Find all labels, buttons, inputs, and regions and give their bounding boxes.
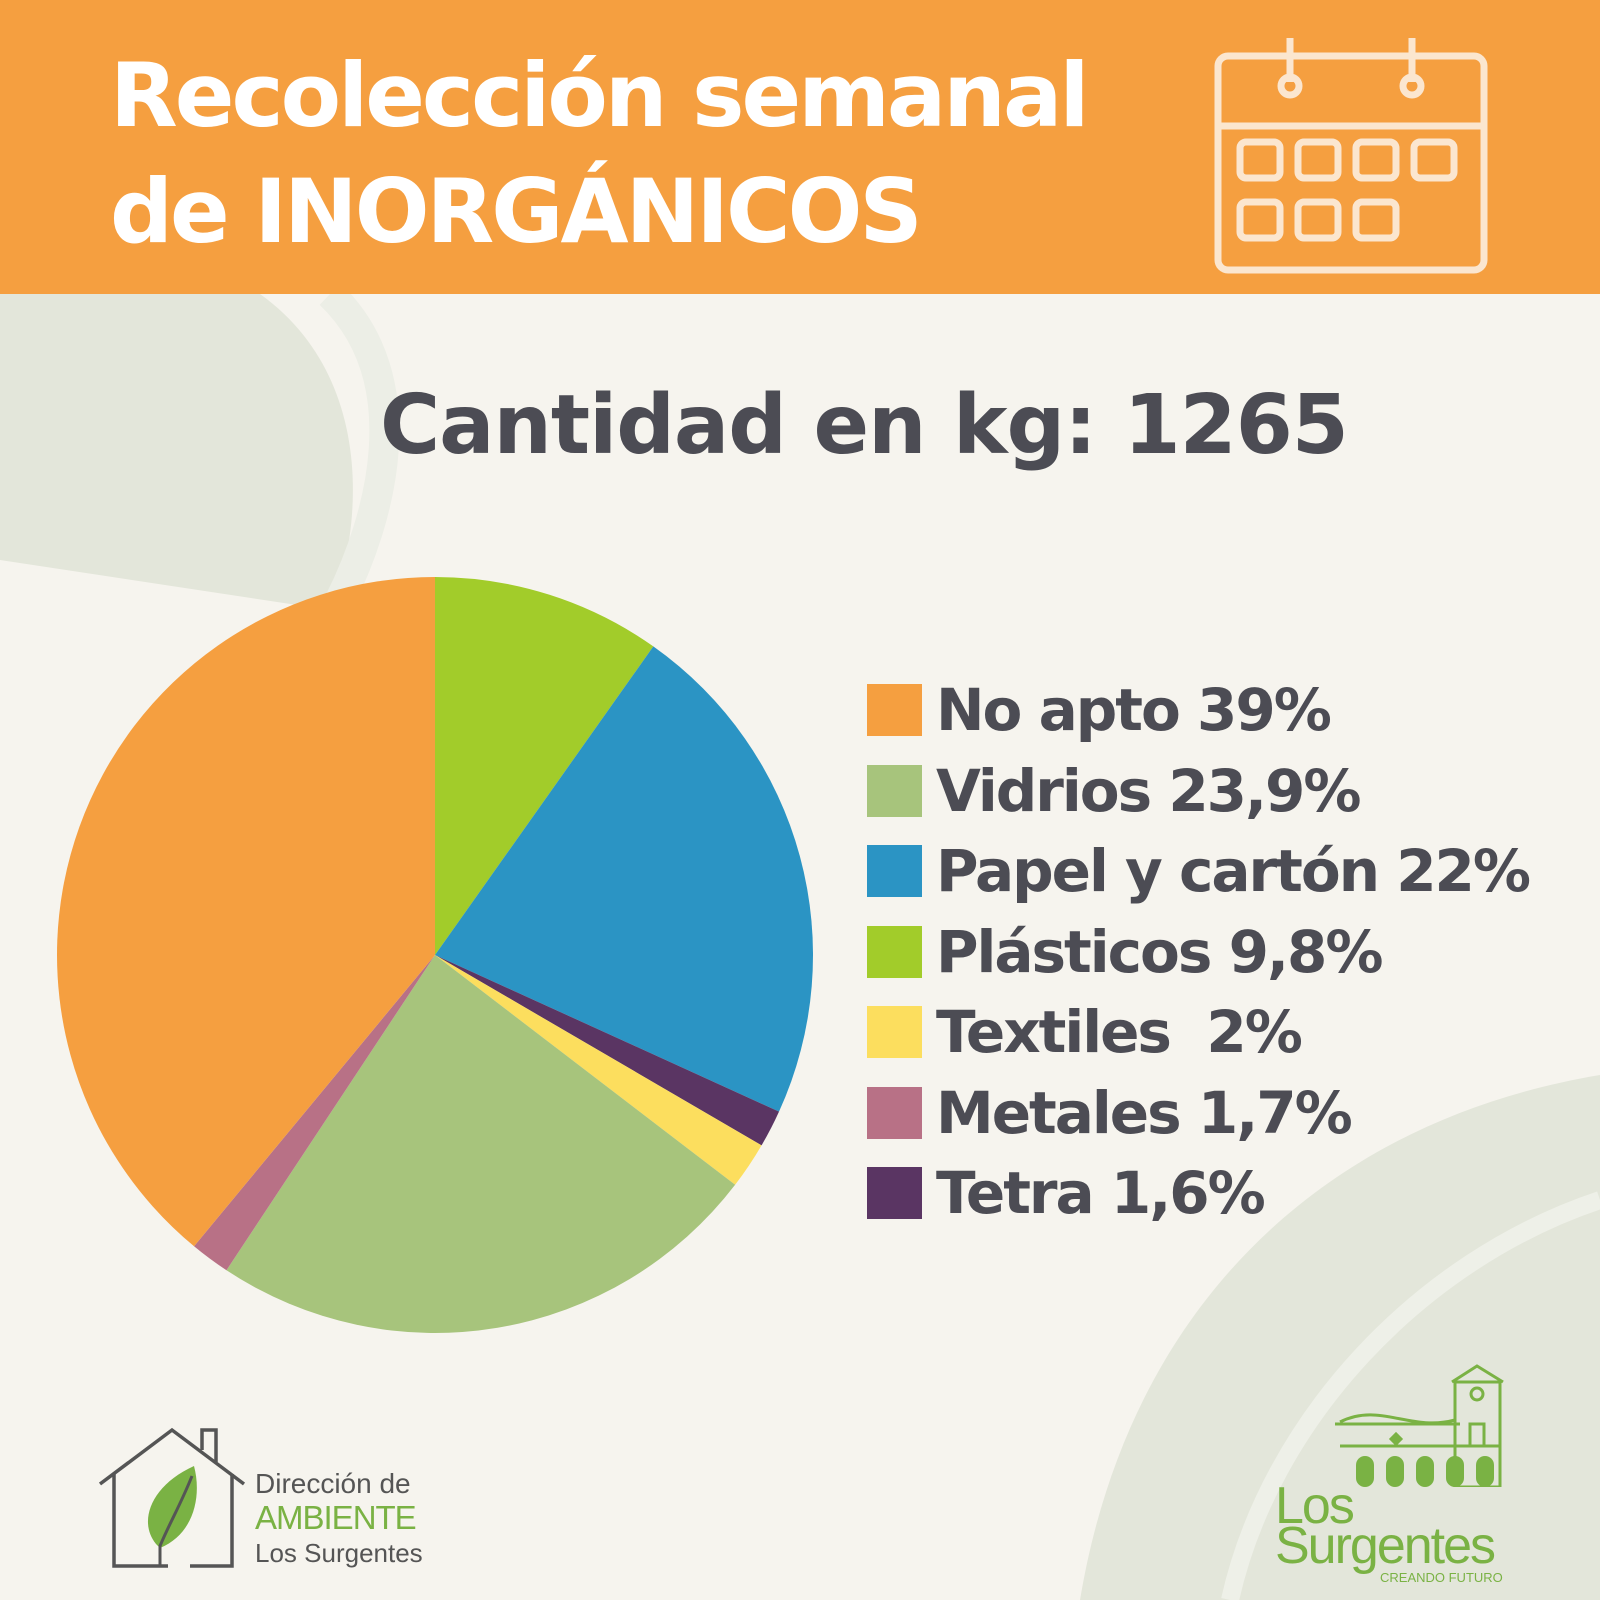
title-line-2: de INORGÁNICOS xyxy=(110,160,923,263)
legend-label: Plásticos 9,8% xyxy=(936,917,1383,986)
direccion-ambiente-logo: Dirección de AMBIENTE Los Surgentes xyxy=(98,1426,438,1576)
ambiente-line-3: Los Surgentes xyxy=(255,1538,423,1568)
legend-swatch xyxy=(867,845,922,898)
legend-item-metales: Metales 1,7% xyxy=(867,1073,1529,1154)
legend-swatch xyxy=(867,1006,922,1059)
pie-slice-metales xyxy=(194,955,435,1271)
surgentes-line-1: Los xyxy=(1275,1477,1355,1535)
title-line-1: Recolección semanal xyxy=(110,44,1089,147)
total-quantity-label: Cantidad en kg: 1265 xyxy=(380,378,1349,473)
ambiente-line-2: AMBIENTE xyxy=(255,1499,417,1536)
legend-swatch xyxy=(867,1167,922,1220)
pie-slice-papel-y-carton xyxy=(435,646,813,1112)
header-bar: Recolección semanal de INORGÁNICOS xyxy=(0,0,1600,294)
legend-swatch xyxy=(867,684,922,737)
pie-slice-plasticos xyxy=(435,577,654,955)
legend-label: Tetra 1,6% xyxy=(936,1159,1266,1228)
legend-swatch xyxy=(867,764,922,817)
ambiente-line-1: Dirección de xyxy=(255,1468,411,1499)
surgentes-line-2: Surgentes xyxy=(1275,1517,1496,1575)
legend-label: Textiles 2% xyxy=(936,998,1303,1067)
pie-slice-vidrios xyxy=(226,955,736,1333)
legend-item-plasticos: Plásticos 9,8% xyxy=(867,912,1529,993)
pie-chart xyxy=(57,577,813,1333)
legend-item-tetra: Tetra 1,6% xyxy=(867,1153,1529,1234)
legend-item-papel-y-carton: Papel y cartón 22% xyxy=(867,831,1531,912)
chart-legend: No apto 39% Vidrios 23,9% Papel y cartón 2… xyxy=(867,670,1531,1234)
legend-swatch xyxy=(867,1086,922,1139)
legend-item-vidrios: Vidrios 23,9% xyxy=(867,751,1529,832)
page-title: Recolección semanal de INORGÁNICOS xyxy=(110,38,1089,270)
surgentes-tagline: CREANDO FUTURO xyxy=(1380,1570,1503,1585)
los-surgentes-logo: Los Surgentes CREANDO FUTURO xyxy=(1270,1362,1540,1587)
legend-item-no-apto: No apto 39% xyxy=(867,670,1529,751)
legend-item-textiles: Textiles 2% xyxy=(867,992,1529,1073)
legend-label: Papel y cartón 22% xyxy=(936,837,1531,906)
pie-slice-no-apto xyxy=(57,577,435,1247)
legend-label: No apto 39% xyxy=(936,676,1332,745)
calendar-icon xyxy=(1214,38,1488,274)
legend-swatch xyxy=(867,925,922,978)
legend-label: Vidrios 23,9% xyxy=(936,756,1362,825)
house-leaf-icon xyxy=(98,1427,246,1568)
legend-label: Metales 1,7% xyxy=(936,1078,1353,1147)
pie-slice-tetra xyxy=(435,955,780,1146)
church-building-icon xyxy=(1335,1364,1504,1487)
pie-slice-textiles xyxy=(435,955,762,1185)
